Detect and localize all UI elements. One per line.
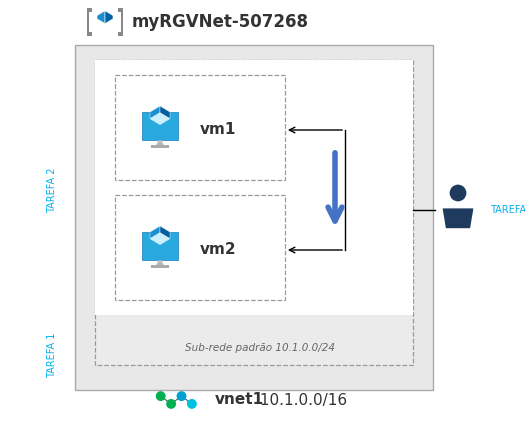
- Polygon shape: [160, 106, 170, 119]
- Polygon shape: [97, 11, 105, 24]
- Polygon shape: [156, 260, 164, 265]
- Text: myRGVNet-507268: myRGVNet-507268: [132, 13, 309, 31]
- Polygon shape: [115, 195, 285, 300]
- FancyBboxPatch shape: [142, 112, 178, 140]
- Circle shape: [187, 399, 197, 409]
- FancyBboxPatch shape: [290, 60, 413, 315]
- FancyBboxPatch shape: [151, 265, 169, 268]
- FancyBboxPatch shape: [142, 232, 178, 260]
- Polygon shape: [105, 11, 113, 24]
- Polygon shape: [115, 75, 285, 180]
- FancyBboxPatch shape: [151, 145, 169, 148]
- Text: TAREFA 1: TAREFA 1: [47, 332, 57, 378]
- Text: Sub-rede padrão 10.1.0.0/24: Sub-rede padrão 10.1.0.0/24: [185, 343, 335, 353]
- Polygon shape: [97, 11, 113, 20]
- Text: vm2: vm2: [200, 243, 237, 257]
- FancyBboxPatch shape: [95, 60, 413, 365]
- Text: vm1: vm1: [200, 122, 236, 138]
- Circle shape: [166, 399, 176, 409]
- Text: 10.1.0.0/16: 10.1.0.0/16: [255, 392, 347, 408]
- Polygon shape: [443, 208, 474, 228]
- Text: TAREFA 3: TAREFA 3: [490, 205, 525, 215]
- Polygon shape: [87, 8, 92, 35]
- FancyBboxPatch shape: [95, 60, 290, 315]
- Circle shape: [449, 185, 466, 201]
- Polygon shape: [156, 140, 164, 145]
- FancyBboxPatch shape: [75, 45, 433, 390]
- Polygon shape: [150, 106, 160, 119]
- Polygon shape: [150, 226, 160, 238]
- Polygon shape: [160, 226, 170, 238]
- Circle shape: [156, 391, 166, 401]
- Text: TAREFA 2: TAREFA 2: [47, 167, 57, 213]
- Polygon shape: [150, 233, 170, 245]
- Text: vnet1: vnet1: [215, 392, 264, 408]
- Polygon shape: [150, 113, 170, 124]
- Circle shape: [176, 391, 186, 401]
- Polygon shape: [118, 8, 123, 35]
